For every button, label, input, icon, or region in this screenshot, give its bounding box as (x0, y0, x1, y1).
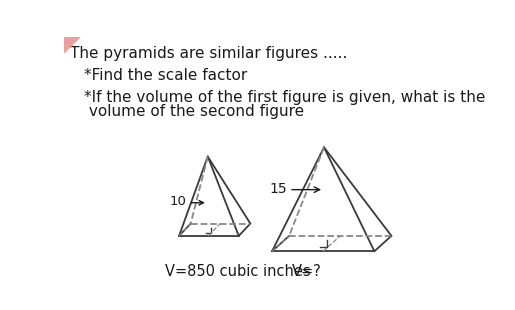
Text: *If the volume of the first figure is given, what is the: *If the volume of the first figure is gi… (84, 90, 485, 104)
Text: *Find the scale factor: *Find the scale factor (84, 68, 247, 83)
Text: V=850 cubic inches: V=850 cubic inches (165, 264, 311, 279)
Text: 15: 15 (269, 182, 287, 196)
Text: 10: 10 (169, 196, 186, 209)
Text: The pyramids are similar figures .....: The pyramids are similar figures ..... (70, 46, 347, 61)
Text: volume of the second figure: volume of the second figure (84, 104, 304, 119)
Polygon shape (64, 37, 80, 53)
Text: V=?: V=? (291, 264, 321, 279)
